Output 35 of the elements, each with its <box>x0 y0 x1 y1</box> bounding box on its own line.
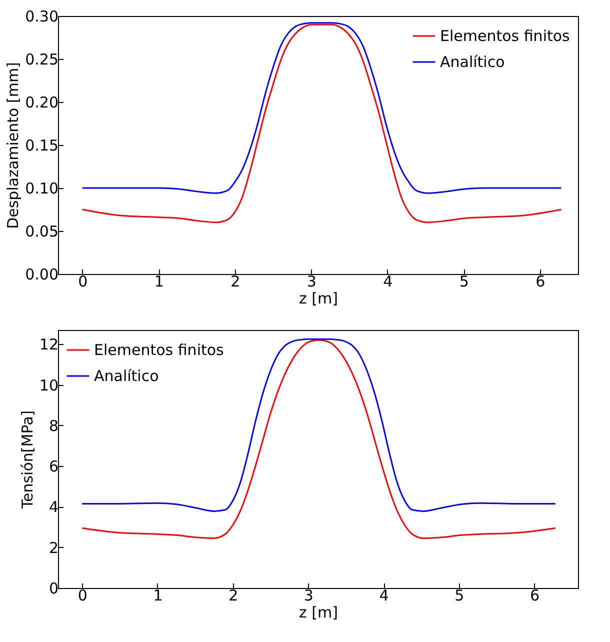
y-tick-label: 6 <box>48 458 58 476</box>
x-tick-label: 4 <box>383 272 393 290</box>
x-tick-label: 3 <box>306 272 316 290</box>
y-tick-label: 0.05 <box>25 222 58 240</box>
y-tick-label: 2 <box>48 538 58 557</box>
x-tick-label: 4 <box>379 586 389 604</box>
x-axis-title: z [m] <box>299 290 338 308</box>
x-axis-title: z [m] <box>299 604 338 622</box>
x-tick-label: 2 <box>228 586 238 604</box>
y-tick-label: 0.25 <box>25 50 58 68</box>
x-tick-label: 5 <box>454 586 464 604</box>
legend-label: Elementos finitos <box>94 341 224 359</box>
y-tick-label: 0.15 <box>25 136 58 154</box>
x-tick-label: 0 <box>78 586 88 604</box>
y-tick-label: 12 <box>39 336 58 354</box>
x-tick-label: 1 <box>153 586 163 604</box>
x-tick-label: 0 <box>78 272 88 290</box>
y-axis-title: Desplazamiento [mm] <box>4 62 22 229</box>
x-tick-label: 5 <box>459 272 469 290</box>
legend-label: Analítico <box>94 367 159 385</box>
y-tick-label: 0.10 <box>25 180 58 198</box>
legend-label: Analítico <box>440 53 505 71</box>
x-tick-label: 6 <box>536 272 546 290</box>
x-tick-label: 6 <box>530 586 540 604</box>
y-tick-label: 8 <box>48 416 58 435</box>
y-tick-label: 4 <box>48 498 58 516</box>
legend-label: Elementos finitos <box>440 27 570 45</box>
x-tick-label: 2 <box>230 272 240 290</box>
x-tick-label: 1 <box>154 272 164 290</box>
y-tick-label: 0.30 <box>25 8 58 26</box>
y-tick-label: 0.00 <box>25 266 58 284</box>
y-axis-title: Tensión[MPa] <box>18 410 36 510</box>
y-tick-label: 10 <box>39 376 58 394</box>
x-tick-label: 3 <box>304 586 314 604</box>
y-tick-label: 0.20 <box>25 94 58 112</box>
